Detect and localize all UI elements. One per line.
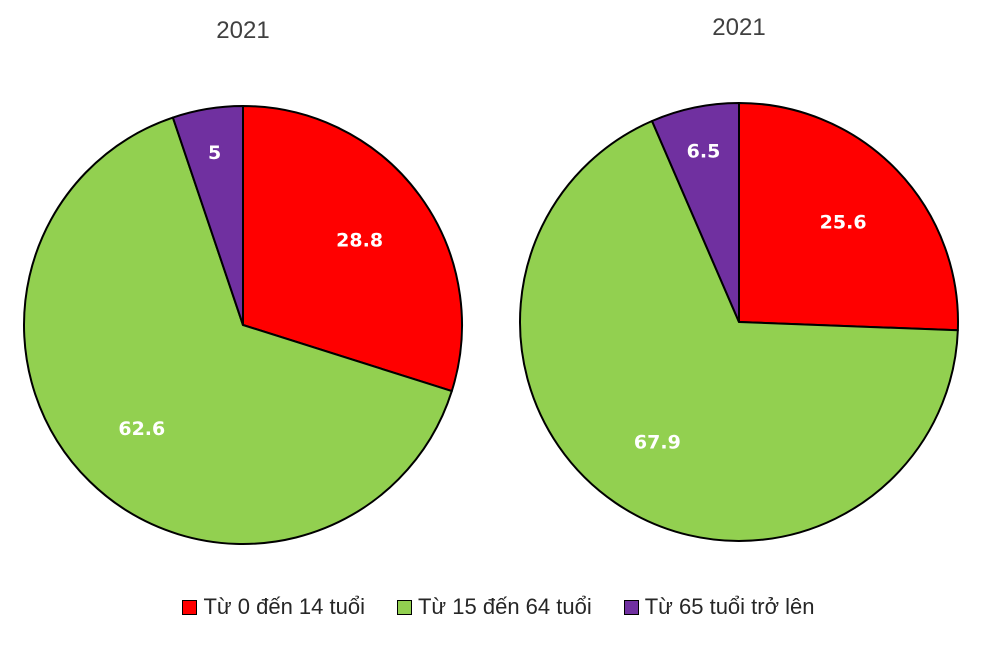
legend-swatch-15-64	[396, 599, 412, 615]
legend-swatch-65-plus	[623, 599, 639, 615]
legend-item-15-64: Từ 15 đến 64 tuổi	[396, 594, 592, 620]
pie-1-label-15-64: 62.6	[118, 418, 165, 440]
pie-1-slice-15-64	[23, 116, 453, 545]
legend-label-65-plus: Từ 65 tuổi trở lên	[644, 594, 815, 619]
pie-1-label-0-14: 28.8	[336, 230, 383, 252]
pie-chart-1: 2021 28.8 62.6 5	[23, 17, 463, 545]
pie-2-slice-65-plus	[651, 102, 740, 323]
pie-2-label-15-64: 67.9	[634, 431, 681, 453]
pie-1-slice-0-14	[242, 105, 463, 393]
legend-item-0-14: Từ 0 đến 14 tuổi	[182, 594, 365, 620]
pie-1-slice-65-plus	[171, 105, 244, 326]
legend-label-15-64: Từ 15 đến 64 tuổi	[417, 594, 592, 619]
chart-title-1: 2021	[216, 17, 269, 44]
pie-2-label-65-plus: 6.5	[687, 140, 721, 162]
legend-label-0-14: Từ 0 đến 14 tuổi	[203, 594, 365, 619]
legend: Từ 0 đến 14 tuổi Từ 15 đến 64 tuổi Từ 65…	[0, 594, 997, 620]
pie-chart-2: 2021 25.6 67.9 6.5	[519, 14, 959, 542]
legend-item-65-plus: Từ 65 tuổi trở lên	[623, 594, 815, 620]
pie-2-slice-0-14	[738, 102, 959, 332]
legend-swatch-0-14	[182, 599, 198, 615]
pie-2-slice-15-64	[519, 120, 959, 542]
chart-title-2: 2021	[712, 14, 765, 41]
pie-2-label-0-14: 25.6	[820, 212, 867, 234]
pie-1-label-65-plus: 5	[208, 142, 221, 164]
